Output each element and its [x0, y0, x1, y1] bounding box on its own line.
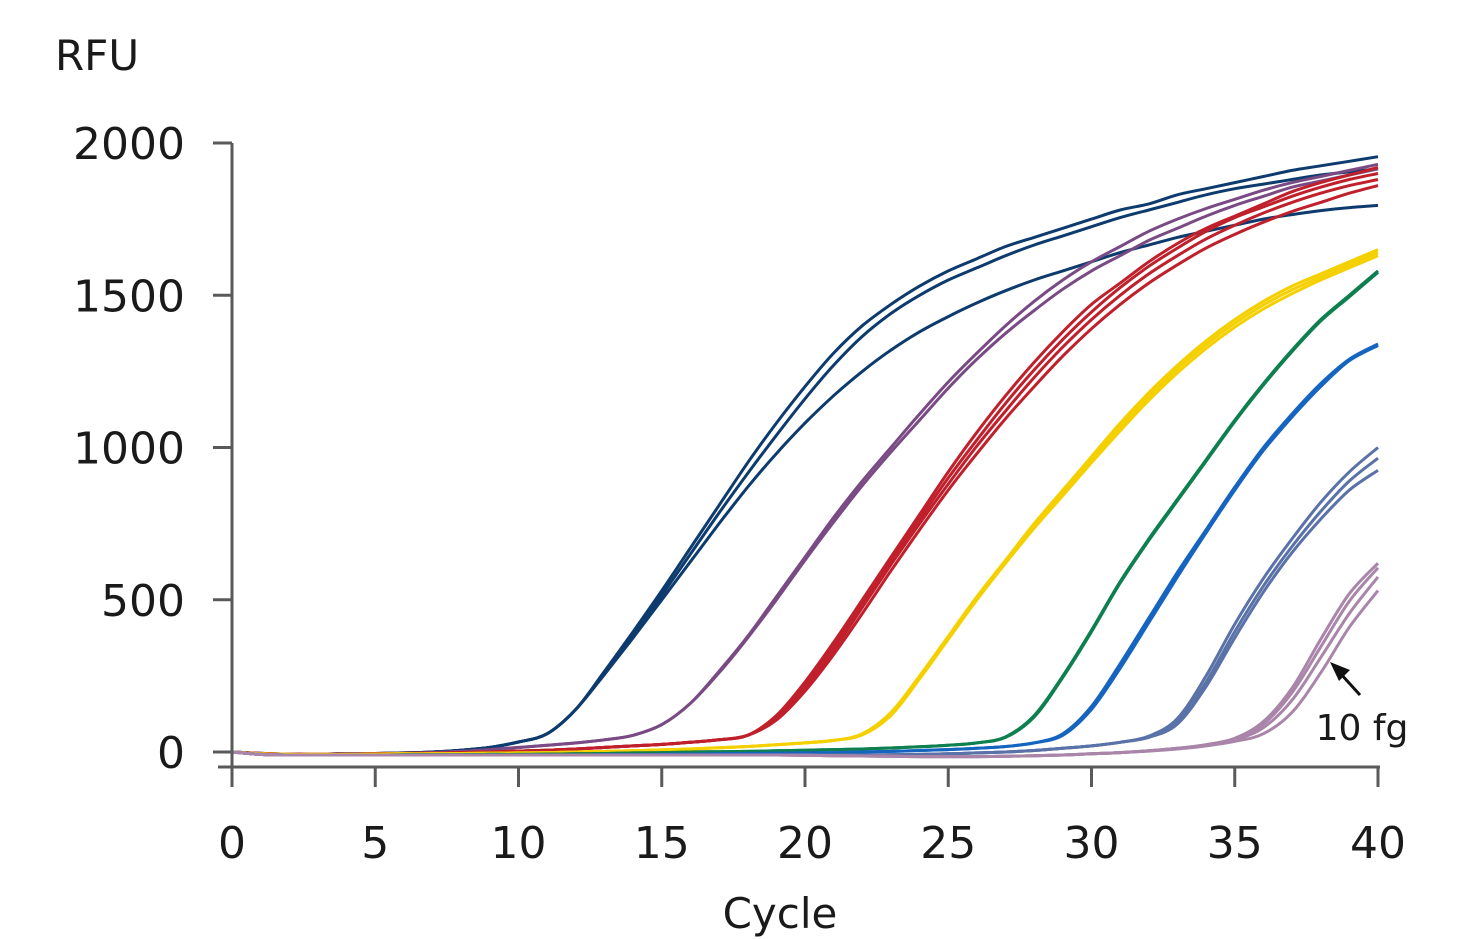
y-tick-label: 2000 [73, 119, 185, 170]
x-tick-label: 5 [361, 818, 389, 869]
y-axis: 0 500 1000 1500 2000 [73, 119, 232, 779]
series-line-21 [231, 566, 1380, 759]
x-axis: 0 5 10 15 20 25 30 35 40 [218, 767, 1406, 869]
x-tick-label: 40 [1350, 818, 1406, 869]
y-tick-label: 1500 [73, 271, 185, 322]
series-lines [231, 155, 1380, 759]
x-tick-label: 25 [920, 818, 976, 869]
x-tick-label: 10 [491, 818, 547, 869]
series-line-9 [231, 184, 1379, 756]
y-axis-title: RFU [55, 31, 139, 80]
series-line-18 [231, 457, 1379, 757]
x-tick-label: 0 [218, 818, 246, 869]
y-tick-label: 1000 [73, 424, 185, 475]
annotation-10fg: 10 fg [1316, 662, 1409, 749]
y-tick-label: 0 [157, 728, 185, 779]
annotation-arrow-line [1338, 671, 1362, 697]
series-line-20 [231, 562, 1380, 759]
x-tick-label: 15 [634, 818, 690, 869]
annotation-label: 10 fg [1316, 708, 1409, 749]
series-line-15 [231, 342, 1379, 757]
series-line-16 [231, 344, 1379, 757]
series-line-22 [231, 575, 1380, 759]
x-axis-title: Cycle [723, 889, 838, 938]
x-tick-label: 20 [777, 818, 833, 869]
x-tick-label: 30 [1064, 818, 1120, 869]
annotation-arrow-head [1330, 662, 1350, 681]
series-line-17 [231, 446, 1379, 757]
series-line-3 [231, 203, 1379, 756]
series-line-23 [231, 589, 1380, 759]
series-line-19 [231, 469, 1379, 757]
y-tick-label: 500 [101, 576, 185, 627]
series-line-8 [231, 178, 1379, 756]
x-tick-label: 35 [1207, 818, 1263, 869]
series-line-1 [231, 155, 1379, 756]
series-line-7 [231, 172, 1379, 756]
